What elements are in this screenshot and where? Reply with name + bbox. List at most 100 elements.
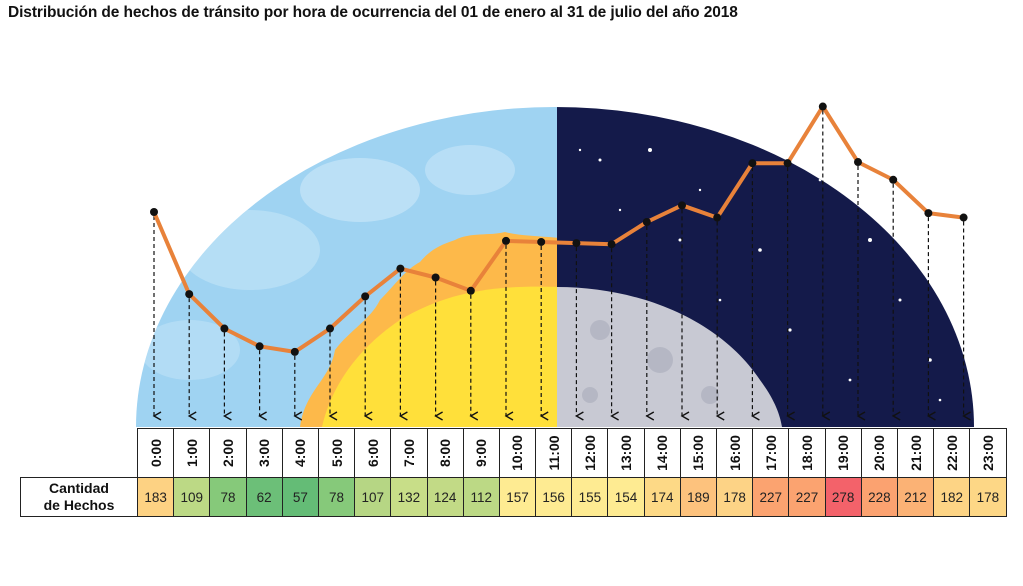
cloud-2	[300, 158, 420, 222]
hour-label: 18:00	[798, 435, 815, 471]
count-cell: 183	[136, 477, 175, 517]
chart-area	[136, 102, 974, 427]
data-point	[326, 324, 334, 333]
hour-label: 13:00	[618, 435, 635, 471]
hour-cell: 12:00	[571, 428, 609, 478]
series-polyline	[152, 104, 964, 354]
data-point	[818, 102, 827, 111]
hour-label: 16:00	[726, 435, 743, 471]
data-point	[959, 213, 968, 222]
count-cell: 78	[209, 477, 247, 517]
empty-corner	[21, 429, 138, 478]
hour-cell: 7:00	[390, 428, 428, 478]
star	[718, 298, 722, 302]
hour-label: 12:00	[581, 435, 598, 471]
hour-cell: 21:00	[896, 428, 935, 478]
hour-label: 23:00	[979, 435, 996, 471]
moon-crater	[582, 387, 598, 403]
star	[758, 248, 762, 252]
cloud-1	[180, 210, 320, 290]
hour-label: 9:00	[473, 438, 490, 468]
hour-label: 1:00	[183, 438, 200, 468]
count-cell: 132	[390, 477, 428, 517]
count-cell: 107	[354, 477, 392, 517]
hour-label: 6:00	[364, 438, 381, 468]
count-cell: 156	[535, 477, 573, 517]
data-point	[255, 342, 264, 351]
hour-label: 5:00	[328, 438, 345, 468]
data-point	[854, 158, 862, 167]
hour-cell: 17:00	[752, 428, 790, 478]
hour-label: 20:00	[871, 435, 888, 471]
star	[848, 378, 852, 382]
hour-label: 0:00	[147, 438, 164, 468]
count-cell: 278	[824, 477, 862, 517]
star	[788, 328, 792, 332]
hour-cell: 13:00	[607, 428, 645, 478]
hour-label: 2:00	[219, 438, 236, 468]
data-point	[466, 286, 475, 295]
hour-cell: 10:00	[498, 428, 537, 478]
hour-cell: 23:00	[969, 428, 1007, 478]
star	[598, 158, 602, 162]
hour-row: 0:00 1:00 2:00 3:00 4:00 5:00 6:00 7:00 8:00 9:00…	[21, 428, 1007, 478]
count-cell: 157	[498, 477, 537, 517]
hour-cell: 3:00	[245, 428, 283, 478]
data-point	[924, 209, 933, 218]
star	[868, 238, 872, 242]
hour-label: 10:00	[509, 435, 526, 471]
cloud-3	[140, 320, 240, 380]
data-point	[889, 175, 898, 184]
data-point	[361, 292, 370, 301]
hour-label: 22:00	[943, 435, 960, 471]
chart-title: Distribución de hechos de tránsito por h…	[8, 4, 738, 21]
moon-crater	[590, 320, 610, 340]
hour-cell: 4:00	[281, 428, 319, 478]
hour-label: 3:00	[256, 438, 273, 468]
count-row: Cantidad de Hechos 183 109 78 62 57 78 107 132 1…	[20, 477, 1007, 517]
hour-cell: 0:00	[136, 428, 175, 478]
moon-crater	[647, 347, 673, 373]
count-cell: 109	[173, 477, 211, 517]
night-sky	[557, 107, 974, 427]
count-cell: 227	[788, 477, 826, 517]
series-points	[150, 102, 968, 356]
star	[678, 238, 682, 242]
hour-label: 11:00	[545, 435, 562, 471]
data-point	[748, 159, 757, 168]
star	[928, 358, 932, 362]
count-cell: 62	[245, 477, 283, 517]
hour-cell: 2:00	[209, 428, 247, 478]
hour-cell: 1:00	[173, 428, 211, 478]
data-point	[431, 273, 440, 282]
hour-cell: 18:00	[788, 428, 826, 478]
data-point	[642, 217, 651, 226]
star	[578, 148, 582, 152]
row-label: Cantidad de Hechos	[20, 477, 138, 517]
count-cell: 212	[896, 477, 935, 517]
hour-cell: 5:00	[317, 428, 356, 478]
hour-label: 4:00	[292, 438, 309, 468]
data-point	[607, 240, 616, 249]
hour-label: 8:00	[437, 438, 454, 468]
hour-label: 19:00	[835, 435, 852, 471]
hour-label: 7:00	[400, 438, 417, 468]
hour-label: 21:00	[907, 435, 924, 471]
data-point	[713, 213, 722, 222]
data-point	[185, 290, 194, 299]
hour-cell: 6:00	[354, 428, 392, 478]
hour-cell: 22:00	[933, 428, 971, 478]
row-label-line1: Cantidad	[49, 480, 109, 496]
data-point	[290, 347, 299, 356]
day-sky	[136, 107, 557, 427]
star	[898, 298, 902, 302]
count-cell: 57	[281, 477, 319, 517]
count-cell: 227	[752, 477, 790, 517]
hour-cell: 20:00	[860, 428, 898, 478]
count-cell: 189	[679, 477, 718, 517]
data-point	[537, 237, 546, 246]
star	[698, 188, 702, 192]
count-cell: 178	[715, 477, 754, 517]
day-night-background	[136, 107, 974, 427]
moon-crater	[701, 386, 719, 404]
